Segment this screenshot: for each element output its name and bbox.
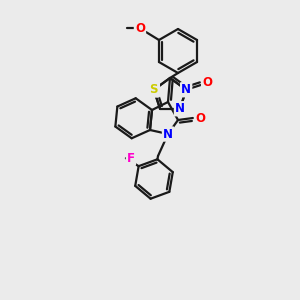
Text: N: N: [149, 83, 159, 96]
Text: O: O: [202, 76, 212, 89]
Text: N: N: [181, 83, 191, 96]
Text: F: F: [127, 152, 135, 165]
Text: O: O: [195, 112, 205, 124]
Text: N: N: [175, 102, 185, 115]
Text: S: S: [150, 83, 158, 96]
Text: N: N: [163, 128, 173, 140]
Text: O: O: [135, 22, 145, 34]
